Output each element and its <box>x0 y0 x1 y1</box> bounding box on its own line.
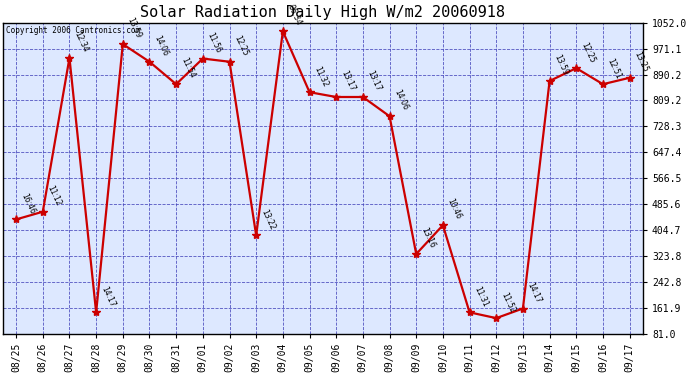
Text: 06:34: 06:34 <box>286 3 303 27</box>
Text: 11:32: 11:32 <box>313 64 330 88</box>
Text: 13:22: 13:22 <box>259 208 276 231</box>
Text: 14:06: 14:06 <box>152 34 170 58</box>
Text: 13:17: 13:17 <box>339 69 356 93</box>
Text: Copyright 2006 Cantronics.com: Copyright 2006 Cantronics.com <box>6 26 140 35</box>
Title: Solar Radiation Daily High W/m2 20060918: Solar Radiation Daily High W/m2 20060918 <box>140 5 505 20</box>
Text: 12:25: 12:25 <box>579 40 596 64</box>
Text: 12:51: 12:51 <box>606 57 623 80</box>
Text: 14:17: 14:17 <box>526 281 543 304</box>
Text: 10:46: 10:46 <box>446 197 463 221</box>
Text: 12:34: 12:34 <box>72 30 90 54</box>
Text: 13:16: 13:16 <box>419 226 436 250</box>
Text: 11:54: 11:54 <box>179 57 196 80</box>
Text: 13:59: 13:59 <box>126 16 143 40</box>
Text: 14:06: 14:06 <box>393 88 410 112</box>
Text: 14:17: 14:17 <box>99 285 116 308</box>
Text: 11:56: 11:56 <box>206 31 223 54</box>
Text: 13:25: 13:25 <box>633 50 650 74</box>
Text: 11:12: 11:12 <box>46 184 63 207</box>
Text: 11:52: 11:52 <box>499 291 516 314</box>
Text: 12:25: 12:25 <box>233 34 250 58</box>
Text: 13:59: 13:59 <box>553 53 570 77</box>
Text: 16:46: 16:46 <box>19 192 37 215</box>
Text: 11:31: 11:31 <box>473 285 490 308</box>
Text: 13:17: 13:17 <box>366 69 383 93</box>
